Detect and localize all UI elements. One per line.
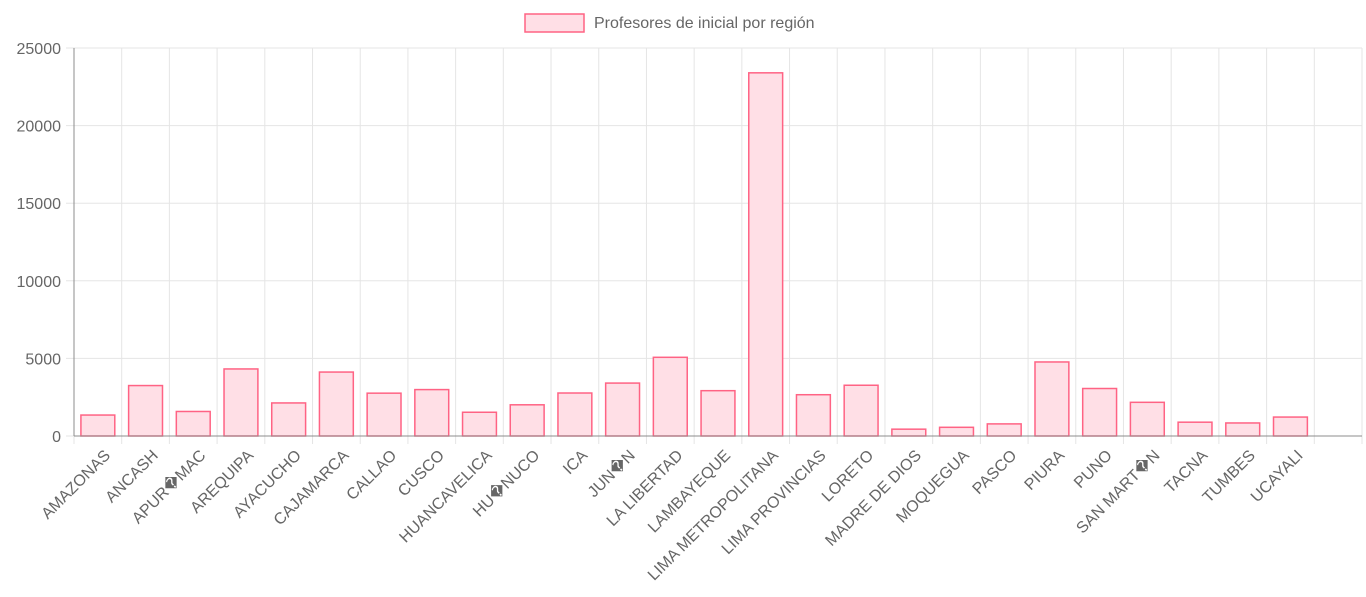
legend[interactable]: Profesores de inicial por región xyxy=(524,13,815,33)
bar[interactable] xyxy=(1034,361,1070,437)
axis-layer xyxy=(73,48,1362,437)
bar[interactable] xyxy=(1272,416,1309,437)
bar[interactable] xyxy=(557,392,593,437)
legend-label[interactable]: Profesores de inicial por región xyxy=(594,15,815,32)
x-tick-label: LAMBAYEQUE xyxy=(645,447,734,536)
y-tick-label: 0 xyxy=(52,429,61,446)
bar[interactable] xyxy=(604,382,641,437)
bar[interactable] xyxy=(986,423,1022,437)
y-tick-label: 25000 xyxy=(17,41,62,58)
x-tick-labels: AMAZONASANCASHAPUR�MACAREQUIPAAYACUCHOCA… xyxy=(39,446,1307,584)
y-tick-label: 5000 xyxy=(25,351,61,368)
bars-layer xyxy=(80,72,1309,437)
bar[interactable] xyxy=(461,411,498,437)
bar[interactable] xyxy=(127,384,164,437)
bar[interactable] xyxy=(891,428,927,437)
bar[interactable] xyxy=(1177,421,1213,437)
bar[interactable] xyxy=(366,392,402,437)
legend-swatch[interactable] xyxy=(524,13,585,33)
x-tick-label: PUNO xyxy=(1071,447,1116,492)
x-tick-label: AMAZONAS xyxy=(39,447,115,523)
bar[interactable] xyxy=(652,356,688,437)
x-tick-label: SAN MART�N xyxy=(1072,446,1163,537)
bar[interactable] xyxy=(223,368,259,437)
bar[interactable] xyxy=(700,389,736,437)
bar[interactable] xyxy=(175,410,211,437)
y-tick-labels: 0 5000 10000 15000 20000 25000 xyxy=(17,41,62,446)
bar[interactable] xyxy=(748,72,784,437)
bar[interactable] xyxy=(938,426,975,437)
bar[interactable] xyxy=(414,388,450,437)
x-tick-label: PIURA xyxy=(1022,447,1069,494)
bar[interactable] xyxy=(318,371,355,437)
x-tick-label: PASCO xyxy=(970,447,1021,498)
y-tick-label: 15000 xyxy=(17,196,62,213)
bar[interactable] xyxy=(1225,422,1261,437)
grid-layer xyxy=(66,47,1363,444)
x-tick-label: ICA xyxy=(560,447,591,478)
y-tick-label: 10000 xyxy=(17,274,62,291)
bar[interactable] xyxy=(270,402,307,437)
bar[interactable] xyxy=(795,393,832,437)
bar[interactable] xyxy=(80,414,116,437)
bar[interactable] xyxy=(1129,401,1166,437)
bar[interactable] xyxy=(509,404,545,437)
x-tick-label: UCAYALI xyxy=(1248,447,1307,506)
x-tick-label: CALLAO xyxy=(344,447,401,504)
bar[interactable] xyxy=(1081,387,1118,437)
y-tick-label: 20000 xyxy=(17,119,62,136)
bar[interactable] xyxy=(843,384,879,437)
